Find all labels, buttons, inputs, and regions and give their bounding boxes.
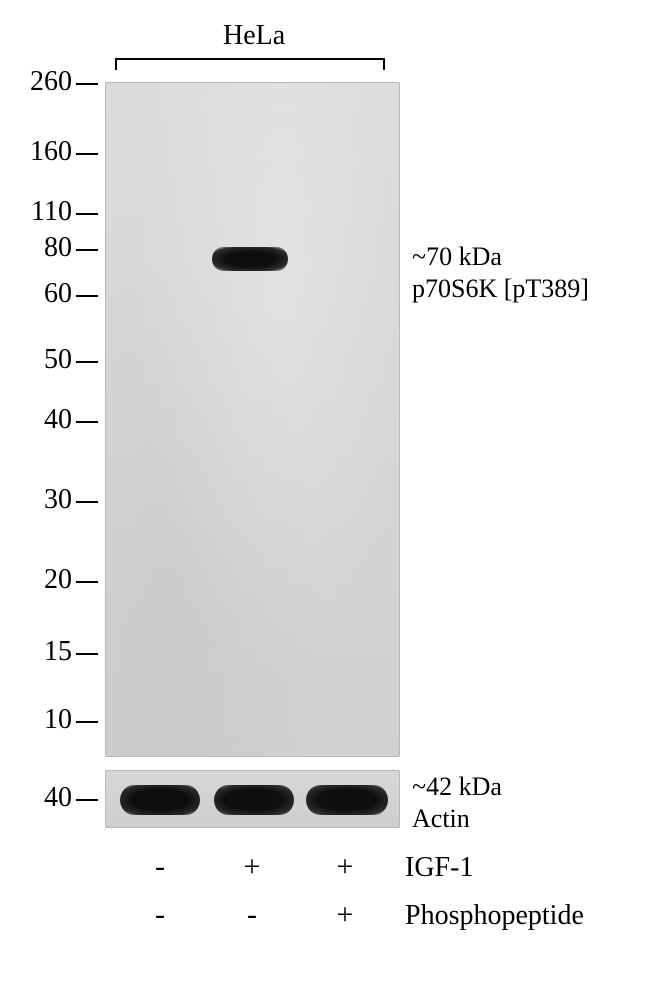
mw-160: 160	[20, 136, 72, 168]
actin-name-label: Actin	[412, 804, 470, 834]
mw-60: 60	[34, 278, 72, 310]
lane-bracket	[115, 58, 385, 70]
mw-tick-actin-40	[76, 799, 98, 801]
cell-line-label: HeLa	[223, 20, 285, 52]
mw-tick-20	[76, 581, 98, 583]
actin-band-lane2	[214, 785, 294, 815]
mw-tick-40	[76, 421, 98, 423]
mw-tick-50	[76, 361, 98, 363]
actin-band-lane3	[306, 785, 388, 815]
igf1-lane3: +	[325, 850, 365, 884]
mw-10: 10	[34, 704, 72, 736]
mw-40: 40	[34, 404, 72, 436]
igf1-lane2: +	[232, 850, 272, 884]
mw-260: 260	[20, 66, 72, 98]
pp-lane3: +	[325, 898, 365, 932]
igf1-label: IGF-1	[405, 852, 473, 884]
pp-lane1: -	[140, 898, 180, 932]
mw-80: 80	[34, 232, 72, 264]
mw-20: 20	[34, 564, 72, 596]
mw-tick-60	[76, 295, 98, 297]
mw-tick-110	[76, 213, 98, 215]
target-name-label: p70S6K [pT389]	[412, 274, 589, 304]
igf1-lane1: -	[140, 850, 180, 884]
pp-lane2: -	[232, 898, 272, 932]
mw-tick-160	[76, 153, 98, 155]
main-blot	[105, 82, 400, 757]
mw-actin-40: 40	[34, 782, 72, 814]
actin-mw-label: ~42 kDa	[412, 772, 502, 802]
mw-110: 110	[20, 196, 72, 228]
actin-blot	[105, 770, 400, 828]
mw-tick-10	[76, 721, 98, 723]
mw-tick-30	[76, 501, 98, 503]
mw-tick-260	[76, 83, 98, 85]
pp-label: Phosphopeptide	[405, 900, 584, 932]
target-mw-label: ~70 kDa	[412, 242, 502, 272]
blot-shading	[106, 83, 399, 756]
mw-15: 15	[34, 636, 72, 668]
p70s6k-band	[212, 247, 288, 271]
mw-50: 50	[34, 344, 72, 376]
mw-tick-15	[76, 653, 98, 655]
mw-tick-80	[76, 249, 98, 251]
actin-band-lane1	[120, 785, 200, 815]
mw-30: 30	[34, 484, 72, 516]
